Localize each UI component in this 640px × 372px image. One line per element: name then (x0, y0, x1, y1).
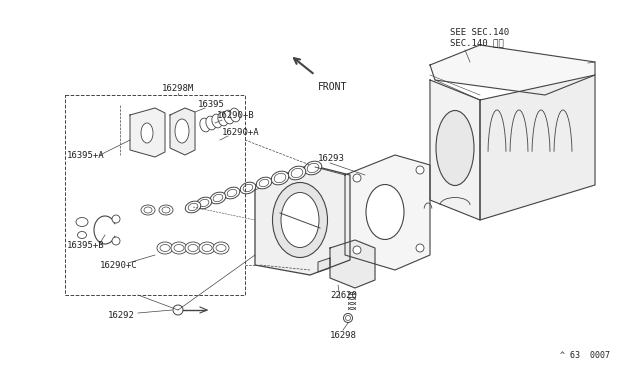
Ellipse shape (200, 118, 210, 132)
Ellipse shape (141, 205, 155, 215)
Polygon shape (130, 108, 165, 157)
Text: 22620: 22620 (330, 291, 357, 299)
Ellipse shape (196, 197, 212, 209)
Ellipse shape (274, 173, 286, 183)
Polygon shape (345, 155, 430, 270)
Text: SEC.140 参照: SEC.140 参照 (450, 38, 504, 48)
Ellipse shape (175, 119, 189, 143)
Ellipse shape (240, 182, 256, 194)
Circle shape (346, 315, 351, 321)
Ellipse shape (141, 123, 153, 143)
Ellipse shape (76, 218, 88, 227)
Ellipse shape (259, 179, 269, 187)
Ellipse shape (230, 108, 240, 122)
Ellipse shape (199, 199, 209, 207)
Circle shape (112, 237, 120, 245)
Circle shape (173, 305, 183, 315)
Ellipse shape (213, 242, 229, 254)
Polygon shape (430, 80, 480, 220)
Polygon shape (480, 75, 595, 220)
Ellipse shape (174, 244, 184, 251)
Ellipse shape (202, 244, 212, 251)
Ellipse shape (160, 244, 170, 251)
Ellipse shape (218, 112, 228, 126)
Polygon shape (170, 108, 195, 155)
Text: 16290+C: 16290+C (100, 260, 138, 269)
Ellipse shape (212, 114, 222, 128)
Ellipse shape (188, 203, 198, 211)
Text: 16395+B: 16395+B (67, 241, 104, 250)
Ellipse shape (304, 161, 322, 175)
Text: 16290+A: 16290+A (222, 128, 260, 137)
Ellipse shape (288, 166, 306, 180)
Ellipse shape (224, 187, 240, 199)
Ellipse shape (157, 242, 173, 254)
Ellipse shape (307, 163, 319, 173)
Polygon shape (318, 258, 330, 272)
Ellipse shape (256, 177, 272, 189)
Ellipse shape (206, 116, 216, 130)
Ellipse shape (211, 192, 226, 204)
Ellipse shape (216, 244, 226, 251)
Ellipse shape (436, 110, 474, 186)
Text: FRONT: FRONT (318, 82, 348, 92)
Ellipse shape (366, 185, 404, 240)
Text: 16298M: 16298M (162, 83, 194, 93)
Ellipse shape (171, 242, 187, 254)
Ellipse shape (199, 242, 215, 254)
Text: ^ 63  0007: ^ 63 0007 (560, 350, 610, 359)
Circle shape (416, 244, 424, 252)
Text: 16298: 16298 (330, 330, 357, 340)
Circle shape (112, 215, 120, 223)
Ellipse shape (271, 171, 289, 185)
Circle shape (353, 174, 361, 182)
Text: 16395: 16395 (198, 99, 225, 109)
Text: 16395+A: 16395+A (67, 151, 104, 160)
Polygon shape (330, 240, 375, 288)
Ellipse shape (77, 231, 86, 238)
Polygon shape (255, 165, 350, 275)
Ellipse shape (162, 207, 170, 213)
Text: 16292: 16292 (108, 311, 135, 321)
Ellipse shape (185, 242, 201, 254)
Ellipse shape (281, 192, 319, 247)
Circle shape (416, 166, 424, 174)
Circle shape (353, 246, 361, 254)
Circle shape (344, 314, 353, 323)
Text: 16290+B: 16290+B (217, 110, 255, 119)
Ellipse shape (273, 183, 328, 257)
Ellipse shape (291, 168, 303, 178)
Ellipse shape (213, 194, 223, 202)
Ellipse shape (227, 189, 237, 197)
Text: 16293: 16293 (318, 154, 345, 163)
Ellipse shape (144, 207, 152, 213)
Ellipse shape (159, 205, 173, 215)
Ellipse shape (224, 110, 234, 124)
Polygon shape (430, 45, 595, 95)
Ellipse shape (243, 184, 253, 192)
Ellipse shape (185, 201, 201, 213)
Ellipse shape (188, 244, 198, 251)
Text: SEE SEC.140: SEE SEC.140 (450, 28, 509, 36)
